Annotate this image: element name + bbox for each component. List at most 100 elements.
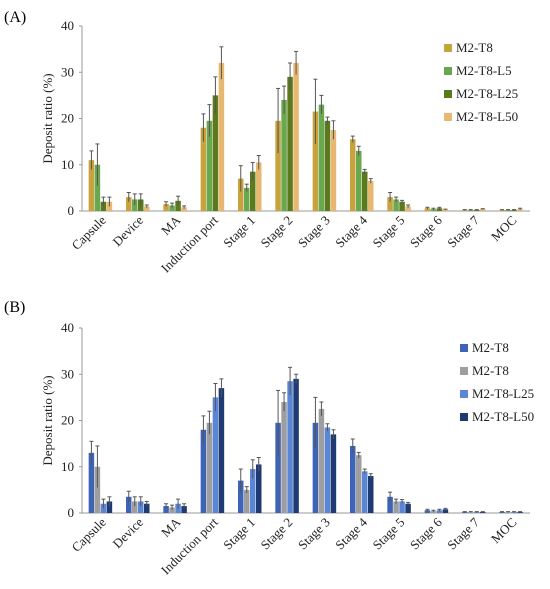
legend-swatch: [444, 44, 452, 52]
x-tick-label: Device: [109, 514, 146, 551]
bar: [144, 503, 150, 513]
bar: [393, 199, 399, 211]
bar: [212, 397, 219, 513]
bar: [287, 76, 293, 211]
bar: [281, 402, 287, 513]
x-tick-label: Stage 4: [332, 514, 370, 552]
bar: [318, 408, 325, 513]
bar: [287, 381, 293, 513]
bar: [480, 209, 486, 211]
x-tick-label: Capsule: [69, 514, 109, 554]
bar: [106, 501, 113, 513]
bar: [350, 445, 356, 513]
x-tick-label: Stage 1: [220, 213, 258, 251]
bar: [330, 434, 337, 513]
bar: [238, 178, 244, 211]
bar: [324, 120, 331, 211]
x-tick-label: MOC: [488, 213, 520, 245]
bar: [362, 171, 368, 211]
legend-swatch: [460, 413, 468, 421]
y-tick-label: 30: [61, 64, 74, 79]
bar: [238, 480, 244, 513]
legend-swatch: [444, 90, 452, 98]
x-tick-label: MOC: [488, 515, 520, 547]
bar: [312, 422, 319, 513]
x-tick-label: Stage 1: [220, 515, 258, 553]
x-tick-label: Stage 3: [295, 515, 333, 553]
bar: [126, 197, 132, 211]
bar: [281, 100, 287, 211]
bar: [356, 150, 362, 211]
y-axis-title: Deposit ratio (%): [40, 73, 55, 163]
bar: [442, 209, 449, 211]
bar: [256, 162, 262, 211]
x-tick-label: Device: [109, 212, 146, 249]
bar: [169, 507, 175, 513]
y-tick-label: 20: [61, 413, 74, 428]
bar: [387, 496, 393, 513]
bar: [218, 63, 225, 211]
chart-panel-a: 0 10 20 30 40 Deposit ratio (%) Capsule Device M…: [40, 18, 530, 275]
bar: [94, 466, 101, 513]
x-tick-label: Stage 6: [407, 514, 445, 552]
bar: [200, 429, 207, 513]
bar: [88, 452, 95, 513]
bar: [94, 164, 101, 211]
bar: [169, 205, 175, 211]
bar: [212, 95, 219, 211]
bar: [368, 180, 374, 211]
bar: [405, 206, 411, 211]
x-tick-label: MA: [158, 212, 184, 238]
bar: [436, 510, 443, 513]
y-tick-label: 0: [68, 505, 75, 520]
bar: [424, 510, 431, 513]
y-tick-label: 30: [61, 366, 74, 381]
x-tick-label: Stage 5: [370, 515, 408, 553]
bar: [399, 201, 405, 211]
bar: [181, 207, 187, 211]
bar: [163, 204, 169, 211]
bar: [175, 200, 181, 211]
bar: [163, 506, 169, 513]
bar: [206, 422, 213, 513]
legend-label: M2-T8: [456, 40, 493, 55]
bar: [393, 501, 399, 513]
bar: [206, 120, 213, 211]
bar: [324, 427, 331, 513]
bar: [275, 120, 281, 211]
bar: [293, 378, 299, 513]
legend-swatch: [460, 367, 468, 375]
bar: [318, 104, 325, 211]
bar: [138, 199, 144, 211]
bar: [330, 130, 337, 211]
legend-swatch: [460, 390, 468, 398]
panel-label-a: (A): [4, 9, 26, 26]
legend-label: M2-T8: [472, 363, 509, 378]
bar: [368, 476, 374, 513]
legend-swatch: [444, 67, 452, 75]
bar: [399, 501, 405, 513]
bar: [132, 199, 138, 211]
x-tick-label: Stage 4: [332, 212, 370, 250]
bar: [405, 503, 411, 513]
y-tick-label: 10: [61, 459, 74, 474]
bar: [387, 197, 393, 211]
bar: [356, 455, 362, 513]
bar: [244, 187, 250, 211]
x-tick-label: MA: [158, 514, 184, 540]
y-tick-label: 0: [68, 203, 75, 218]
x-tick-label: Stage 3: [295, 213, 333, 251]
bar: [312, 111, 319, 211]
x-tick-label: Stage 2: [258, 213, 296, 251]
x-tick-label: Capsule: [69, 212, 109, 252]
x-tick-label: Stage 7: [444, 514, 482, 552]
bar: [244, 489, 250, 513]
bar: [293, 63, 299, 211]
y-axis-title: Deposit ratio (%): [40, 375, 55, 465]
bar: [200, 127, 207, 211]
legend-label: M2-T8-L25: [456, 86, 518, 101]
y-tick-label: 10: [61, 157, 74, 172]
y-tick-label: 40: [61, 320, 74, 335]
